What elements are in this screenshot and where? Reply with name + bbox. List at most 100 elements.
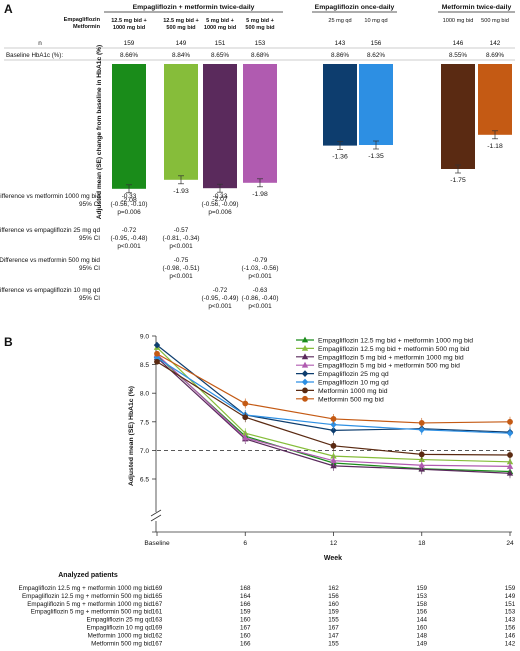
bar: [203, 64, 237, 189]
bar: [243, 64, 277, 183]
patients-count: 153: [505, 609, 516, 616]
series-point: [154, 358, 160, 365]
bar-label: 1000 mg bid: [113, 25, 146, 31]
patients-count: 148: [416, 632, 427, 639]
series-point: [418, 461, 425, 468]
patients-row-label: Metformin 1000 mg bid: [88, 632, 153, 639]
bar-baseline: 8.66%: [120, 52, 138, 59]
comparison-value: (-0.56, -0.09): [202, 201, 239, 208]
patients-count: 159: [505, 585, 516, 592]
comparison-value: (-0.95, -0.49): [202, 295, 239, 302]
x-tick-label: 6: [243, 540, 247, 547]
bar-label: 1000 mg bid: [204, 25, 237, 31]
comparison-value: p=0.006: [117, 209, 141, 216]
patients-count: 143: [505, 617, 516, 624]
bar-value-label: -2.08: [121, 197, 137, 204]
series-point: [507, 452, 513, 458]
patients-count: 160: [416, 625, 427, 632]
bar-label: 12.5 mg bid +: [163, 18, 199, 24]
patients-row-label: Empagliflozin 5 mg + metformin 500 mg bi…: [31, 609, 153, 616]
comparison-value: p<0.001: [248, 273, 272, 280]
bar: [164, 64, 198, 180]
comparison-value: p<0.001: [248, 303, 272, 310]
legend-marker: [301, 370, 309, 377]
bar: [441, 64, 475, 169]
bar-n: 156: [371, 40, 382, 47]
comparison-value: -0.79: [253, 257, 268, 264]
bar-n: 142: [490, 40, 501, 47]
patients-count: 153: [416, 593, 427, 600]
panel-b-xlabel: Week: [324, 555, 342, 562]
legend-marker: [302, 387, 308, 394]
x-tick-label: 18: [418, 540, 426, 547]
bar-label: 500 mg bid: [245, 25, 275, 31]
legend-label: Metformin 500 mg bid: [318, 396, 384, 403]
series-point: [506, 469, 514, 476]
patients-count: 161: [152, 609, 163, 616]
patients-count: 167: [240, 625, 251, 632]
y-tick-label: 7.5: [140, 419, 149, 426]
bar: [478, 64, 512, 135]
series-point: [330, 421, 337, 429]
comparison-value: (-0.81, -0.34): [163, 235, 200, 242]
row-label-empagliflozin: Empagliflozin: [64, 17, 101, 23]
bar-value-label: -1.98: [252, 191, 268, 198]
patients-row-label: Metformin 500 mg bid: [91, 640, 152, 647]
series-point: [154, 350, 160, 357]
y-tick-label: 9.0: [140, 334, 149, 341]
series-point: [506, 458, 514, 465]
comparison-value: (-0.98, -0.51): [163, 265, 200, 272]
bar-baseline: 8.86%: [331, 52, 349, 59]
series-point: [242, 429, 249, 436]
patients-count: 160: [328, 601, 339, 608]
series-point: [153, 341, 161, 349]
patients-count: 166: [240, 640, 251, 647]
row-label-metformin: Metformin: [73, 24, 101, 30]
comparison-sublabel: 95% CI: [79, 201, 100, 208]
comparison-value: -0.75: [174, 257, 189, 264]
patients-row-label: Empagliflozin 12.5 mg + metformin 500 mg…: [22, 593, 153, 600]
bar: [359, 64, 393, 145]
patients-count: 151: [505, 601, 516, 608]
bar-n: 149: [176, 40, 187, 47]
bar-baseline: 8.68%: [251, 52, 269, 59]
patients-count: 169: [152, 585, 163, 592]
patients-count: 167: [152, 601, 163, 608]
bar-baseline: 8.69%: [486, 52, 504, 59]
series-point: [242, 434, 249, 441]
bar-label: 10 mg qd: [364, 18, 387, 24]
comparison-label: Difference vs empagliflozin 25 mg qd: [0, 227, 100, 234]
series-point: [330, 426, 337, 434]
y-tick-label: 8.5: [140, 362, 149, 369]
series-point: [507, 418, 513, 425]
comparison-value: (-0.56, -0.10): [111, 201, 148, 208]
legend-marker: [301, 336, 309, 343]
series-point: [242, 414, 249, 421]
legend-label: Empagliflozin 5 mg bid + metformin 1000 …: [318, 354, 464, 361]
group-header: Metformin twice-daily: [442, 4, 512, 11]
legend-label: Empagliflozin 5 mg bid + metformin 500 m…: [318, 363, 460, 370]
bar-baseline: 8.62%: [367, 52, 385, 59]
legend-label: Empagliflozin 12.5 mg bid + metformin 10…: [318, 338, 473, 345]
patients-count: 156: [328, 593, 339, 600]
patients-count: 160: [240, 617, 251, 624]
legend-marker: [301, 345, 309, 351]
legend-marker: [302, 395, 308, 402]
y-tick-label: 6.5: [140, 477, 149, 484]
bar-label: 25 mg qd: [328, 18, 351, 24]
patients-row-label: Empagliflozin 5 mg + metformin 1000 mg b…: [27, 601, 152, 608]
patients-count: 167: [152, 640, 163, 647]
series-point: [330, 457, 337, 464]
comparison-value: -0.33: [122, 193, 137, 200]
axis-break-mark: [150, 509, 162, 517]
comparison-value: p<0.001: [169, 273, 193, 280]
comparison-sublabel: 95% CI: [79, 295, 100, 302]
patients-count: 159: [240, 609, 251, 616]
legend-marker: [301, 361, 309, 368]
bar-n: 151: [215, 40, 226, 47]
panel-b-ylabel: Adjusted mean (SE) HbA1c (%): [128, 386, 135, 486]
series-point: [330, 416, 337, 422]
comparison-value: (-0.95, -0.48): [111, 235, 148, 242]
comparison-value: p<0.001: [208, 303, 232, 310]
bar-value-label: -1.35: [368, 153, 384, 160]
